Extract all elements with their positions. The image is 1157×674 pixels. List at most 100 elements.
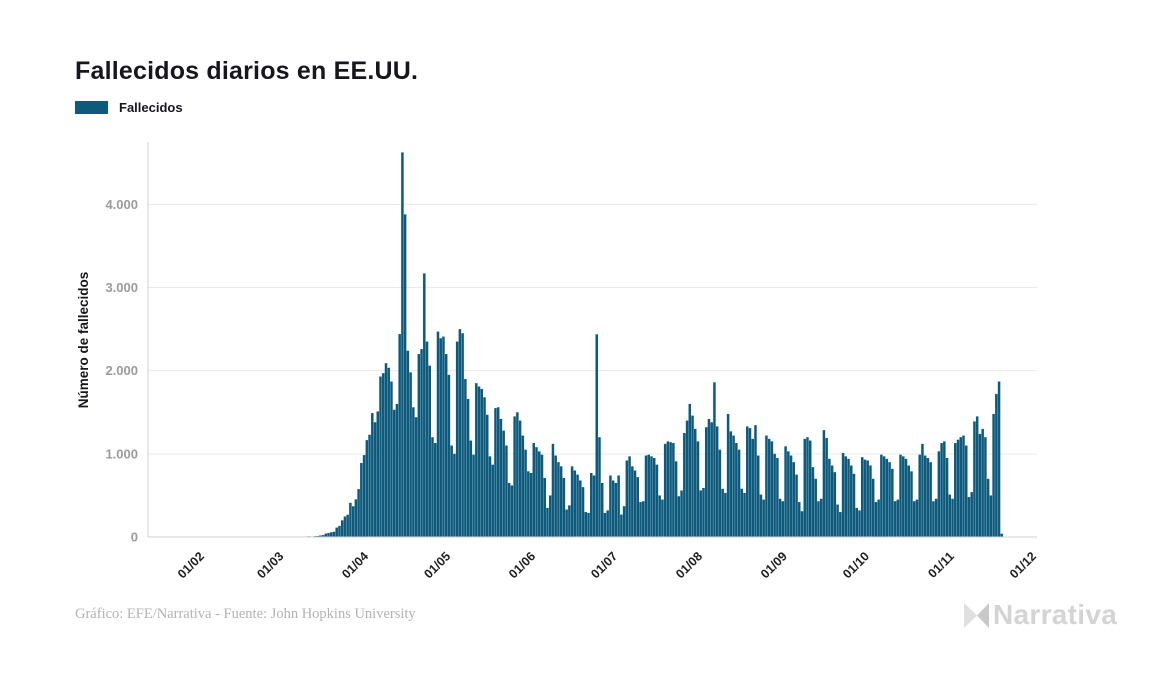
bar[interactable]: [524, 449, 527, 537]
bar[interactable]: [486, 414, 489, 537]
bar[interactable]: [636, 477, 640, 537]
bar[interactable]: [628, 456, 631, 537]
bar[interactable]: [989, 495, 993, 537]
bar[interactable]: [937, 451, 941, 537]
bar[interactable]: [877, 499, 880, 537]
bar[interactable]: [379, 376, 382, 537]
bar[interactable]: [368, 434, 371, 537]
bar[interactable]: [702, 487, 705, 537]
bar[interactable]: [611, 480, 615, 537]
bar[interactable]: [951, 498, 954, 537]
bar[interactable]: [472, 454, 475, 537]
bar[interactable]: [964, 445, 968, 537]
bar[interactable]: [625, 460, 629, 537]
bar[interactable]: [382, 373, 385, 537]
bar[interactable]: [587, 512, 590, 537]
bar[interactable]: [633, 470, 637, 537]
bar[interactable]: [650, 456, 653, 537]
bar[interactable]: [444, 354, 448, 537]
bar[interactable]: [740, 488, 744, 537]
bar[interactable]: [475, 383, 478, 537]
bar[interactable]: [655, 464, 659, 537]
bar[interactable]: [762, 499, 765, 537]
bar[interactable]: [932, 501, 935, 537]
bar[interactable]: [428, 365, 432, 537]
bar[interactable]: [874, 502, 878, 537]
bar[interactable]: [414, 417, 418, 537]
bar[interactable]: [704, 427, 708, 537]
bar[interactable]: [803, 438, 807, 537]
bar[interactable]: [800, 511, 804, 537]
bar[interactable]: [631, 466, 634, 537]
bar[interactable]: [767, 438, 771, 537]
bar[interactable]: [959, 437, 963, 537]
bar[interactable]: [798, 502, 801, 537]
bar[interactable]: [789, 455, 793, 537]
bar[interactable]: [699, 490, 702, 537]
bar[interactable]: [828, 458, 831, 537]
bar[interactable]: [696, 441, 700, 537]
bar[interactable]: [765, 435, 768, 537]
bar[interactable]: [975, 416, 979, 537]
bar[interactable]: [926, 458, 930, 537]
bar[interactable]: [839, 512, 842, 537]
legend-item-fallecidos[interactable]: Fallecidos: [75, 100, 183, 115]
bar[interactable]: [973, 421, 976, 537]
bar[interactable]: [461, 333, 464, 537]
bar[interactable]: [830, 465, 834, 537]
bar[interactable]: [483, 397, 486, 537]
bar[interactable]: [480, 388, 484, 537]
bar[interactable]: [639, 502, 642, 537]
bar[interactable]: [724, 492, 727, 537]
bar[interactable]: [340, 520, 344, 537]
bar[interactable]: [439, 338, 442, 537]
bar[interactable]: [817, 501, 820, 537]
bar[interactable]: [562, 477, 566, 537]
bar[interactable]: [672, 443, 675, 537]
bar[interactable]: [647, 454, 650, 537]
bar[interactable]: [683, 433, 686, 537]
bar[interactable]: [543, 477, 546, 537]
bar[interactable]: [442, 336, 445, 537]
bar[interactable]: [453, 453, 456, 537]
bar[interactable]: [899, 454, 902, 537]
bar[interactable]: [847, 458, 850, 537]
bar[interactable]: [984, 437, 987, 537]
bar[interactable]: [502, 430, 505, 537]
bar[interactable]: [860, 457, 864, 537]
bar[interactable]: [343, 516, 347, 537]
bar[interactable]: [718, 449, 722, 537]
bar[interactable]: [781, 501, 785, 537]
bar[interactable]: [384, 363, 388, 537]
bar[interactable]: [923, 455, 927, 537]
bar[interactable]: [962, 435, 965, 537]
bar[interactable]: [425, 341, 429, 537]
bar[interactable]: [778, 498, 782, 537]
bar[interactable]: [469, 440, 473, 537]
bar[interactable]: [360, 462, 363, 537]
bar[interactable]: [466, 398, 470, 537]
bar[interactable]: [691, 415, 694, 537]
bar[interactable]: [516, 412, 519, 537]
bar[interactable]: [850, 465, 853, 537]
bar[interactable]: [748, 428, 752, 537]
bar[interactable]: [910, 471, 913, 537]
bar[interactable]: [321, 535, 325, 537]
bar[interactable]: [603, 512, 607, 537]
bar[interactable]: [891, 468, 894, 537]
bar[interactable]: [754, 425, 757, 537]
bar[interactable]: [600, 482, 604, 537]
bar[interactable]: [447, 374, 451, 537]
bar[interactable]: [546, 507, 549, 537]
bar[interactable]: [423, 273, 426, 537]
bar[interactable]: [858, 510, 861, 537]
bar[interactable]: [617, 475, 620, 537]
bar[interactable]: [986, 478, 990, 537]
bar[interactable]: [677, 496, 681, 537]
bar[interactable]: [710, 422, 713, 537]
bar[interactable]: [401, 152, 404, 537]
bar[interactable]: [795, 474, 798, 537]
bar[interactable]: [540, 454, 544, 537]
bar[interactable]: [644, 455, 648, 537]
bar[interactable]: [434, 443, 437, 537]
